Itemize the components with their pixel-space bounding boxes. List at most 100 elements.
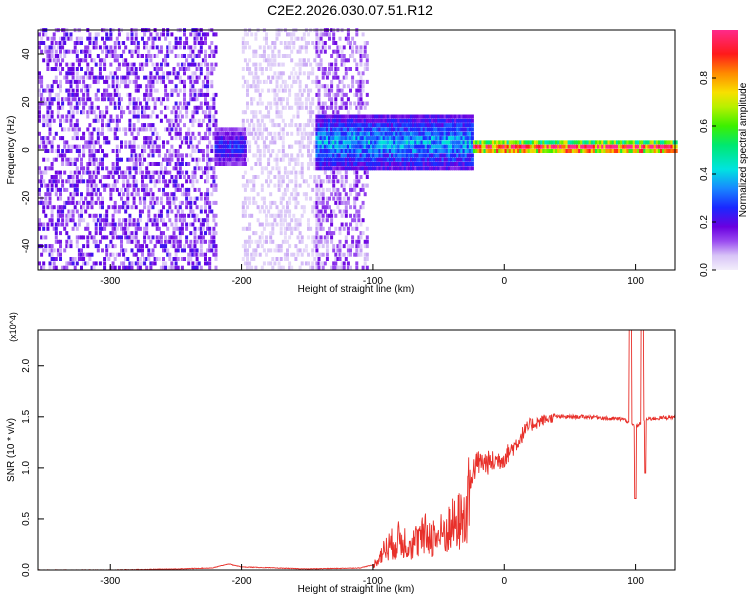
spectrogram-cell <box>342 131 346 136</box>
spectrogram-cell <box>340 79 344 84</box>
spectrogram-cell <box>279 127 283 132</box>
spectrogram-cell <box>332 179 336 184</box>
spectrogram-cell <box>77 144 81 149</box>
spectrogram-cell <box>145 257 149 261</box>
spectrogram-cell <box>214 136 218 141</box>
spectrogram-cell <box>374 123 378 128</box>
spectrogram-cell <box>349 153 352 158</box>
spectrogram-cell <box>359 248 363 253</box>
spectrogram-cell <box>334 97 338 102</box>
spectrogram-cell <box>279 75 283 80</box>
spectrogram-cell <box>265 32 268 37</box>
spectrogram-cell <box>124 127 128 132</box>
spectrogram-cell <box>124 200 128 205</box>
spectrogram-cell <box>189 49 193 54</box>
spectrogram-cell <box>220 153 224 158</box>
spectrogram-cell <box>172 200 176 205</box>
spectrogram-cell <box>180 67 184 71</box>
spectrogram-cell <box>248 149 252 153</box>
spectrogram-cell <box>115 170 119 175</box>
spectrogram-cell <box>199 252 203 257</box>
spectrogram-cell <box>283 257 287 261</box>
spectrogram-cell <box>120 248 123 253</box>
spectrogram-cell <box>212 131 216 136</box>
spectrogram-cell <box>441 114 445 119</box>
spectrogram-cell <box>338 114 342 119</box>
spectrogram-cell <box>84 261 88 266</box>
spectrogram-cell <box>151 36 155 41</box>
spectrogram-cell <box>157 179 161 184</box>
spectrogram-cell <box>279 157 283 162</box>
spectrogram-cell <box>199 239 203 244</box>
spectrogram-cell <box>256 88 260 93</box>
spectrogram-cell <box>361 149 365 153</box>
spectrogram-cell <box>197 261 201 266</box>
spectrogram-cell <box>508 144 512 149</box>
spectrogram-cell <box>166 92 170 97</box>
spectrogram-cell <box>63 75 67 80</box>
spectrogram-cell <box>94 157 98 162</box>
spectrogram-cell <box>359 58 363 63</box>
spectrogram-cell <box>166 127 170 132</box>
spectrogram-cell <box>141 110 144 115</box>
spectrogram-cell <box>361 88 365 93</box>
spectrogram-cell <box>443 166 447 171</box>
spectrogram-cell <box>42 209 46 214</box>
spectrogram-cell <box>254 153 258 158</box>
spectrogram-cell <box>126 32 130 37</box>
spectrogram-cell <box>340 123 344 128</box>
spectrogram-cell <box>122 231 126 236</box>
spectrogram-cell <box>344 105 348 110</box>
spectrogram-cell <box>361 200 365 205</box>
spectrogram-cell <box>120 244 123 249</box>
spectrogram-cell <box>164 248 168 253</box>
spectrogram-cell <box>445 157 449 162</box>
spectrogram-cell <box>271 257 275 261</box>
spectrogram-cell <box>262 149 266 153</box>
spectrogram-cell <box>229 127 233 132</box>
spectrogram-cell <box>361 265 365 270</box>
spectrogram-cell <box>225 153 228 158</box>
spectrogram-cell <box>424 149 428 153</box>
spectrogram-cell <box>159 209 163 214</box>
spectrogram-cell <box>180 62 184 67</box>
spectrogram-cell <box>250 239 254 244</box>
spectrogram-cell <box>149 127 153 132</box>
spectrogram-cell <box>317 131 321 136</box>
spectrogram-cell <box>168 127 172 132</box>
spectrogram-cell <box>101 200 104 205</box>
spectrogram-cell <box>344 123 348 128</box>
spectrogram-cell <box>279 41 283 45</box>
spectrogram-cell <box>90 175 94 179</box>
spectrogram-cell <box>210 175 214 179</box>
spectrogram-cell <box>315 205 319 210</box>
spectrogram-cell <box>334 149 338 153</box>
spectrogram-cell <box>275 213 279 218</box>
spectrogram-cell <box>71 175 75 179</box>
spectrogram-cell <box>313 257 317 261</box>
spectrogram-cell <box>290 226 294 231</box>
spectrogram-cell <box>176 71 180 76</box>
spectrogram-cell <box>50 183 54 188</box>
spectrogram-cell <box>159 67 163 71</box>
spectrogram-cell <box>470 157 474 162</box>
spectrogram-cell <box>458 140 462 145</box>
spectrogram-cell <box>164 265 168 270</box>
spectrogram-cell <box>151 162 155 166</box>
spectrogram-cell <box>128 118 132 123</box>
spectrogram-cell <box>359 136 363 141</box>
spectrogram-cell <box>269 58 273 63</box>
spectrogram-cell <box>410 123 413 128</box>
spectrogram-cell <box>325 153 329 158</box>
spectrogram-cell <box>92 157 96 162</box>
spectrogram-cell <box>141 209 144 214</box>
spectrogram-cell <box>353 213 357 218</box>
spectrogram-cell <box>170 136 174 141</box>
spectrogram-cell <box>149 175 153 179</box>
spectrogram-cell <box>597 140 600 145</box>
spectrogram-cell <box>626 140 630 145</box>
spectrogram-cell <box>346 196 350 201</box>
spectrogram-cell <box>307 226 310 231</box>
spectrogram-cell <box>40 136 44 141</box>
spectrogram-cell <box>153 75 157 80</box>
